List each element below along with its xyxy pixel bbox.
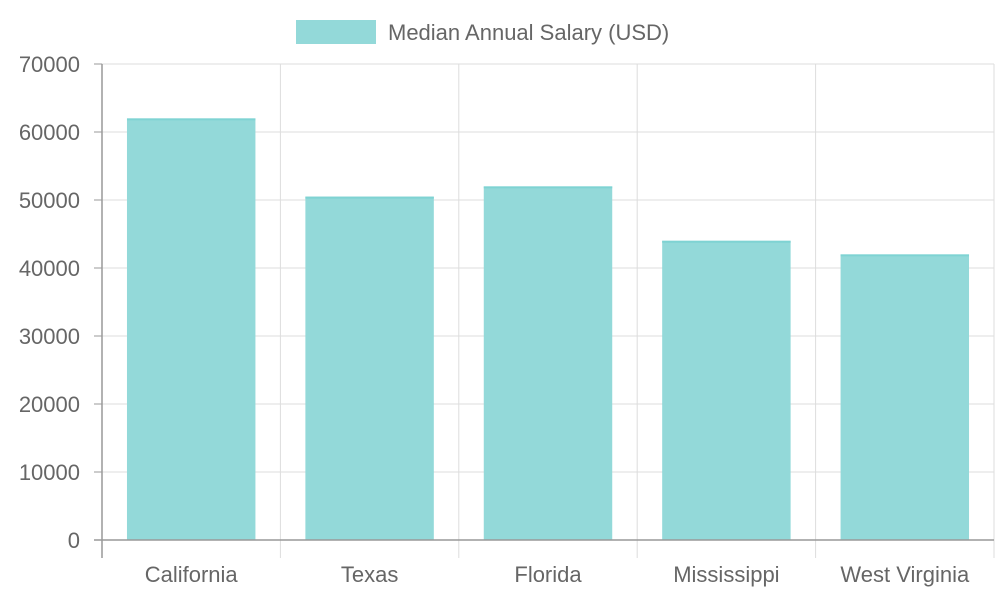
x-tick-label: Mississippi [673, 562, 779, 587]
legend[interactable]: Median Annual Salary (USD) [296, 20, 669, 45]
bar-california[interactable] [126, 118, 256, 541]
label-layer: 0 10000 20000 30000 40000 50000 60000 70000 Cali… [19, 52, 970, 587]
legend-label[interactable]: Median Annual Salary (USD) [388, 20, 669, 45]
axis-layer [94, 63, 994, 558]
y-tick-label: 70000 [19, 52, 80, 77]
y-tick-label: 60000 [19, 120, 80, 145]
y-tick-label: 20000 [19, 392, 80, 417]
bar-mississippi[interactable] [662, 240, 791, 541]
y-tick-label: 50000 [19, 188, 80, 213]
y-tick-label: 30000 [19, 324, 80, 349]
x-tick-label: Florida [514, 562, 582, 587]
bar-texas[interactable] [305, 196, 434, 540]
x-tick-label: California [145, 562, 239, 587]
y-tick-label: 40000 [19, 256, 80, 281]
y-tick-label: 10000 [19, 460, 80, 485]
legend-swatch[interactable] [296, 20, 376, 44]
x-tick-label: Texas [341, 562, 398, 587]
bar-layer [126, 118, 970, 541]
x-tick-label: West Virginia [840, 562, 970, 587]
bar-west-virginia[interactable] [840, 254, 970, 540]
bar-florida[interactable] [483, 186, 613, 540]
y-tick-label: 0 [68, 528, 80, 553]
